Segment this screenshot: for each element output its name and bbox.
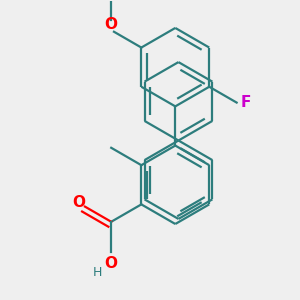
Text: F: F: [241, 95, 251, 110]
Text: O: O: [105, 256, 118, 271]
Text: O: O: [104, 17, 117, 32]
Text: O: O: [72, 195, 85, 210]
Text: H: H: [93, 266, 102, 279]
